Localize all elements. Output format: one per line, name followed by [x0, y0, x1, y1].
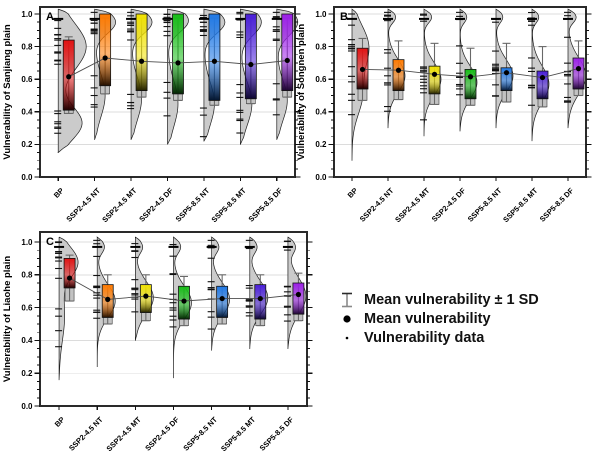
- x-category-label: BP: [53, 415, 67, 429]
- legend-label-data: Vulnerability data: [364, 329, 485, 346]
- legend-item-mean: Mean vulnerability: [338, 309, 593, 328]
- errorbar-icon: [338, 291, 356, 309]
- svg-text:0.8: 0.8: [21, 42, 33, 51]
- x-category-label: SSP5-8.5 NT: [174, 186, 212, 224]
- x-category-label: SSP5-8.5 DF: [258, 415, 296, 453]
- x-category-label: SSP2-4.5 MT: [105, 415, 143, 453]
- panel-label: B: [340, 11, 348, 23]
- x-category-label: SSP5-8.5 DF: [247, 186, 285, 224]
- svg-text:0.0: 0.0: [21, 173, 33, 182]
- x-category-label: SSP2-4.5 DF: [430, 186, 468, 224]
- x-category-label: SSP5-8.5 NT: [181, 415, 219, 453]
- legend-item-mean-sd: Mean vulnerability ± 1 SD: [338, 290, 593, 309]
- x-category-label: SSP2-4.5 MT: [393, 186, 431, 224]
- x-category-label: SSP2-4.5 NT: [64, 186, 102, 224]
- y-axis-title: Vulnerability of Sanjiang plain: [2, 24, 13, 160]
- svg-text:0.4: 0.4: [21, 336, 33, 345]
- x-category-label: SSP2-4.5 DF: [143, 415, 181, 453]
- panel-label: C: [46, 236, 54, 248]
- svg-text:0.6: 0.6: [21, 75, 33, 84]
- x-category-label: BP: [346, 186, 360, 200]
- legend-item-data: Vulnerability data: [338, 328, 593, 347]
- svg-text:0.6: 0.6: [315, 75, 327, 84]
- x-category-label: SSP2-4.5 MT: [100, 186, 138, 224]
- svg-text:0.8: 0.8: [21, 271, 33, 280]
- y-axis-title: Vulnerability of Songnen plain: [296, 24, 307, 161]
- x-category-label: SSP2-4.5 NT: [358, 186, 396, 224]
- svg-text:0.6: 0.6: [21, 303, 33, 312]
- panel-c-liaohe-chart: 0.00.20.40.60.81.0BP SSP2-4.5 NT SSP2-4.5 …: [2, 231, 313, 453]
- x-category-label: SSP5-8.5 NT: [466, 186, 504, 224]
- x-category-label: BP: [52, 186, 66, 200]
- legend: Mean vulnerability ± 1 SD Mean vulnerabi…: [338, 290, 593, 347]
- svg-text:0.4: 0.4: [315, 108, 327, 117]
- svg-text:0.8: 0.8: [315, 42, 327, 51]
- x-category-label: SSP5-8.5 MT: [210, 186, 248, 224]
- x-category-label: SSP5-8.5 MT: [219, 415, 257, 453]
- svg-text:1.0: 1.0: [21, 10, 33, 19]
- x-category-label: SSP2-4.5 DF: [137, 186, 175, 224]
- panel-label: A: [46, 11, 54, 23]
- legend-label-mean: Mean vulnerability: [364, 310, 491, 327]
- svg-text:1.0: 1.0: [315, 10, 327, 19]
- svg-text:0.4: 0.4: [21, 108, 33, 117]
- legend-label-mean-sd: Mean vulnerability ± 1 SD: [364, 291, 539, 308]
- mean-dot-icon: [338, 312, 356, 326]
- x-category-label: SSP5-8.5 DF: [538, 186, 576, 224]
- svg-text:0.0: 0.0: [21, 402, 33, 411]
- x-category-label: SSP2-4.5 NT: [67, 415, 105, 453]
- svg-text:0.2: 0.2: [315, 140, 327, 149]
- svg-text:0.0: 0.0: [315, 173, 327, 182]
- x-category-label: SSP5-8.5 MT: [501, 186, 539, 224]
- data-dot-icon: [338, 331, 356, 345]
- svg-text:1.0: 1.0: [21, 238, 33, 247]
- svg-text:0.2: 0.2: [21, 369, 33, 378]
- y-axis-title: Vulnerability of Liaohe plain: [2, 256, 13, 383]
- svg-text:0.2: 0.2: [21, 140, 33, 149]
